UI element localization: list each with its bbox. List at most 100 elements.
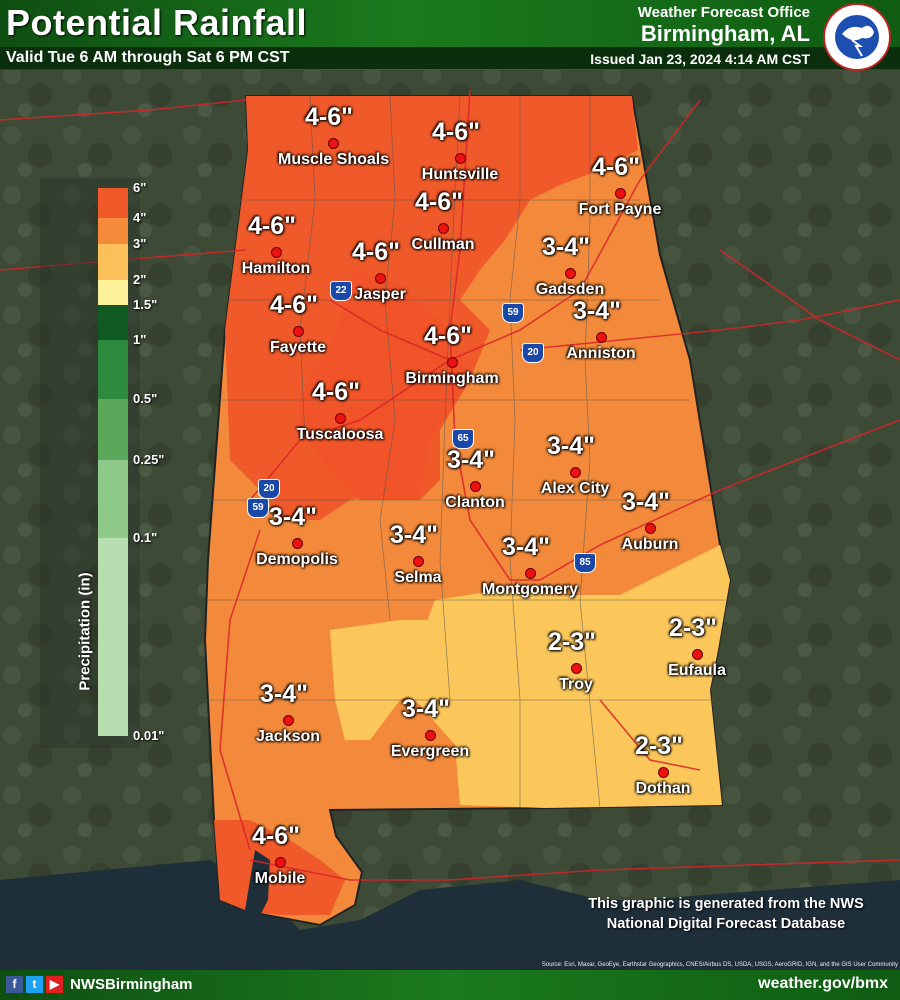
interstate-shield: 20: [522, 343, 544, 363]
city-name: Birmingham: [405, 370, 499, 387]
office-name: Birmingham, AL: [640, 21, 810, 46]
legend-swatch: [98, 399, 128, 460]
rainfall-amount: 3-4": [269, 503, 317, 531]
facebook-icon[interactable]: f: [6, 976, 23, 993]
city-name: Fayette: [269, 339, 327, 356]
city-name: Huntsville: [421, 166, 499, 183]
rainfall-amount: 3-4": [502, 533, 550, 561]
city-name: Auburn: [621, 536, 679, 553]
rainfall-amount: 4-6": [270, 291, 318, 319]
zone-4-6-center: [300, 270, 470, 500]
city-dot: [596, 332, 607, 343]
imagery-credits: Source: Esri, Maxar, GeoEye, Earthstar G…: [541, 962, 898, 968]
valid-period: Valid Tue 6 AM through Sat 6 PM CST: [6, 49, 290, 66]
city-name: Montgomery: [482, 581, 578, 598]
interstate-shield: 85: [574, 553, 596, 573]
data-source-note: This graphic is generated from the NWS N…: [588, 896, 864, 932]
header-bar: Potential Rainfall Valid Tue 6 AM throug…: [0, 0, 900, 71]
city-dot: [293, 326, 304, 337]
city-name: Troy: [559, 676, 593, 693]
social-handle[interactable]: NWSBirmingham: [70, 976, 193, 993]
legend-swatch: [98, 218, 128, 244]
social-icons: f t ▶: [6, 976, 63, 993]
mobile-bay: [245, 850, 270, 925]
legend-swatch: [98, 244, 128, 280]
legend-label: 0.01": [133, 728, 165, 743]
twitter-icon[interactable]: t: [26, 976, 43, 993]
city-dot: [658, 767, 669, 778]
city-name: Selma: [394, 569, 442, 586]
rainfall-amount: 4-6": [352, 238, 400, 266]
city-dot: [645, 523, 656, 534]
legend-label: 4": [133, 210, 147, 225]
rainfall-amount: 2-3": [669, 614, 717, 642]
county-lines: [206, 95, 725, 809]
wfo-label: Weather Forecast Office: [637, 4, 810, 21]
city-name: Alex City: [540, 480, 610, 497]
rainfall-amount: 3-4": [390, 521, 438, 549]
legend-label: 2": [133, 272, 147, 287]
legend-label: 0.5": [133, 391, 158, 406]
interstate-shield: 65: [452, 429, 474, 449]
website-link[interactable]: weather.gov/bmx: [758, 975, 888, 992]
legend-swatch: [98, 305, 128, 340]
city-name: Dothan: [635, 780, 691, 797]
legend-label: 1": [133, 332, 147, 347]
city-dot: [425, 730, 436, 741]
city-dot: [692, 649, 703, 660]
footer-bar: f t ▶ NWSBirmingham weather.gov/bmx: [0, 970, 900, 1000]
city-dot: [271, 247, 282, 258]
city-dot: [283, 715, 294, 726]
city-name: Jasper: [354, 286, 406, 303]
youtube-icon[interactable]: ▶: [46, 976, 63, 993]
interstate-shield: 20: [258, 479, 280, 499]
rainfall-amount: 3-4": [622, 488, 670, 516]
sub-bar: [0, 47, 900, 69]
rainfall-amount: 3-4": [547, 432, 595, 460]
legend-swatch: [98, 538, 128, 736]
city-name: Clanton: [445, 494, 505, 511]
legend-label: 1.5": [133, 297, 158, 312]
issued-time: Issued Jan 23, 2024 4:14 AM CST: [590, 51, 810, 67]
city-name: Hamilton: [241, 260, 311, 277]
city-name: Muscle Shoals: [278, 151, 390, 168]
city-dot: [335, 413, 346, 424]
city-dot: [292, 538, 303, 549]
city-dot: [438, 223, 449, 234]
legend-title: Precipitation (in): [76, 572, 94, 691]
city-name: Eufaula: [668, 662, 726, 679]
city-dot: [570, 467, 581, 478]
city-name: Fort Payne: [578, 201, 662, 218]
rainfall-amount: 4-6": [592, 153, 640, 181]
rainfall-amount: 4-6": [248, 212, 296, 240]
rainfall-amount: 3-4": [402, 695, 450, 723]
rainfall-amount: 4-6": [252, 822, 300, 850]
city-dot: [413, 556, 424, 567]
city-dot: [455, 153, 466, 164]
legend-label: 6": [133, 180, 147, 195]
legend-label: 3": [133, 236, 147, 251]
rainfall-amount: 3-4": [447, 446, 495, 474]
rainfall-amount: 2-3": [635, 732, 683, 760]
city-dot: [571, 663, 582, 674]
interstate-shield: 59: [502, 303, 524, 323]
city-name: Mobile: [254, 870, 306, 887]
map-title: Potential Rainfall: [6, 2, 308, 43]
city-dot: [525, 568, 536, 579]
city-dot: [275, 857, 286, 868]
city-name: Tuscaloosa: [296, 426, 384, 443]
city-name: Cullman: [411, 236, 475, 253]
nws-logo-icon: [823, 3, 891, 71]
rainfall-amount: 3-4": [542, 233, 590, 261]
interstate-shield: 22: [330, 281, 352, 301]
city-name: Jackson: [255, 728, 321, 745]
city-dot: [615, 188, 626, 199]
rainfall-amount: 3-4": [260, 680, 308, 708]
rainfall-amount: 4-6": [312, 378, 360, 406]
legend-swatch: [98, 188, 128, 218]
legend-label: 0.1": [133, 530, 158, 545]
city-dot: [328, 138, 339, 149]
city-name: Gadsden: [535, 281, 605, 298]
city-dot: [375, 273, 386, 284]
